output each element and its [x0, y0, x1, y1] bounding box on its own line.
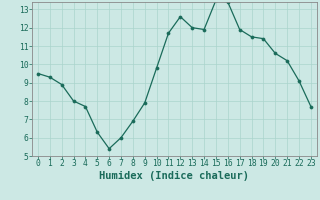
X-axis label: Humidex (Indice chaleur): Humidex (Indice chaleur)	[100, 171, 249, 181]
